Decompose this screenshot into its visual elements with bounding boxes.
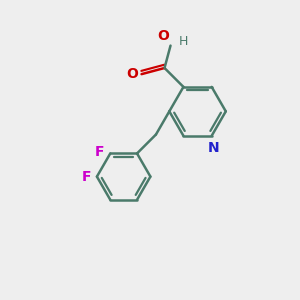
- Text: O: O: [157, 28, 169, 43]
- Text: F: F: [95, 145, 104, 159]
- Text: F: F: [82, 169, 91, 184]
- Text: N: N: [207, 141, 219, 155]
- Text: H: H: [179, 34, 188, 48]
- Text: O: O: [126, 67, 138, 81]
